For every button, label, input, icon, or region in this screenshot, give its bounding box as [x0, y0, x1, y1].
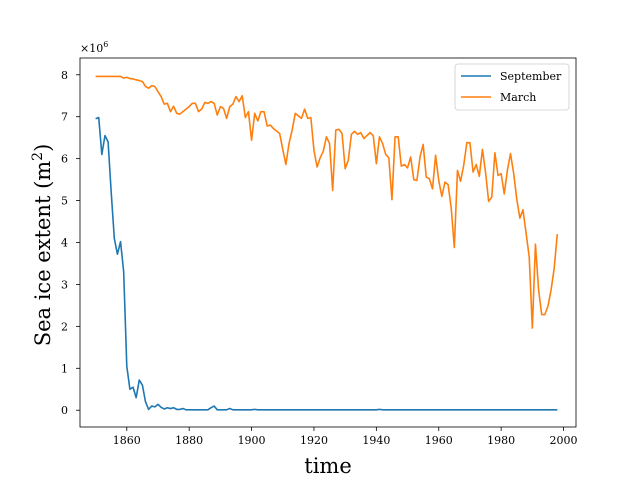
- series-line-march: [95, 75, 559, 329]
- plot-lines: [95, 75, 559, 411]
- legend: September March: [454, 63, 570, 111]
- y-offset-text: ×106: [80, 40, 108, 55]
- y-tick-label: 6: [61, 153, 68, 166]
- y-axis-title: Sea ice extent (m2): [30, 144, 55, 347]
- y-tick-label: 5: [61, 195, 68, 208]
- y-tick-label: 1: [61, 362, 68, 375]
- y-tick-label: 2: [61, 320, 68, 333]
- x-tick-label: 1860: [113, 434, 141, 447]
- x-axis-ticks: 1860 1880 1900 1920 1940 1960 1980 2000: [113, 427, 578, 447]
- x-tick-label: 2000: [550, 434, 578, 447]
- legend-label-march: March: [500, 91, 536, 104]
- y-tick-label: 0: [61, 404, 68, 417]
- y-axis-ticks: 0 1 2 3 4 5 6 7 8: [61, 69, 80, 417]
- y-tick-label: 8: [61, 69, 68, 82]
- x-axis-title: time: [304, 454, 352, 478]
- x-tick-label: 1880: [175, 434, 203, 447]
- legend-label-september: September: [500, 70, 562, 83]
- x-tick-label: 1900: [238, 434, 266, 447]
- series-line-september: [95, 116, 558, 411]
- y-tick-label: 4: [61, 237, 68, 250]
- plot-frame: [79, 57, 577, 428]
- y-tick-label: 7: [61, 111, 68, 124]
- x-tick-label: 1920: [300, 434, 328, 447]
- x-tick-label: 1960: [425, 434, 453, 447]
- y-tick-label: 3: [61, 278, 68, 291]
- x-tick-label: 1940: [362, 434, 390, 447]
- x-tick-label: 1980: [487, 434, 515, 447]
